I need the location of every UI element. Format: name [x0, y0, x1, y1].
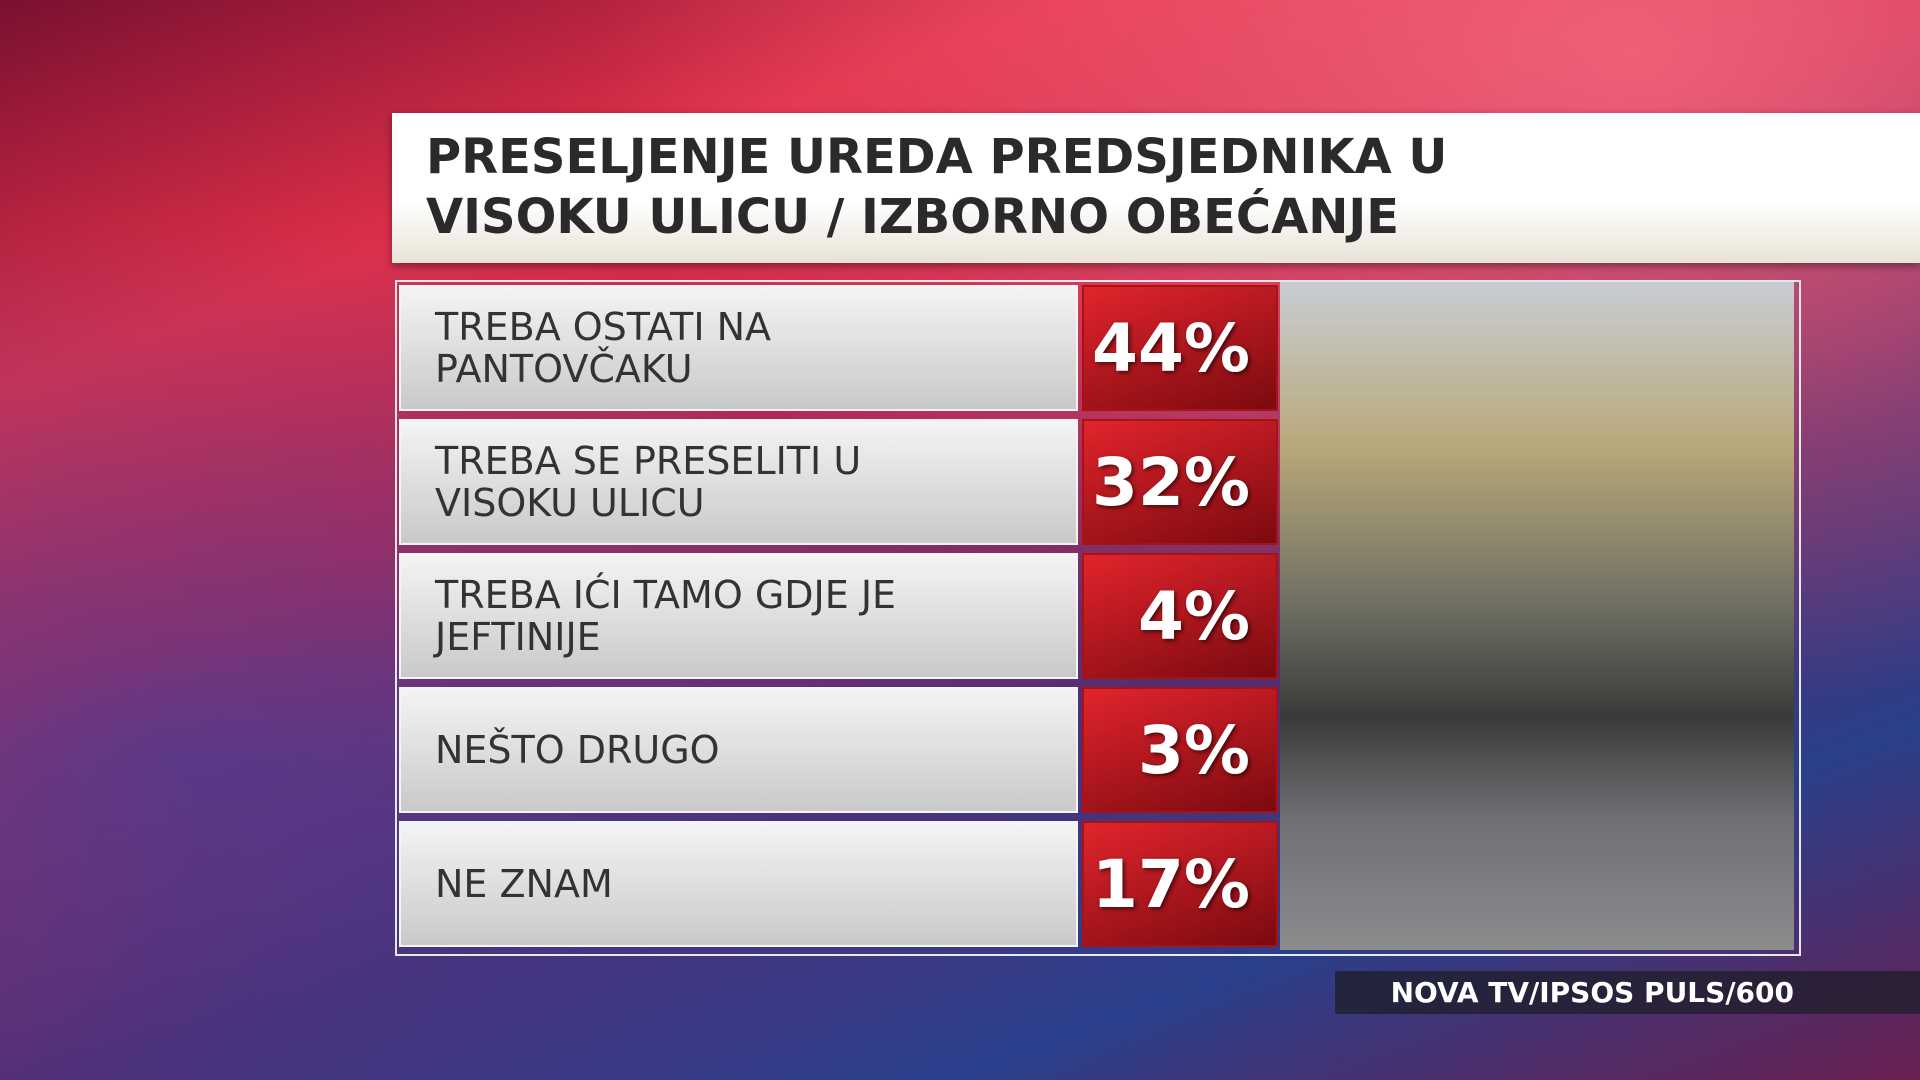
chart-title: PRESELJENJE UREDA PREDSJEDNIKA U VISOKU …: [426, 129, 1448, 245]
title-box: PRESELJENJE UREDA PREDSJEDNIKA U VISOKU …: [392, 113, 1920, 263]
value-label: 17%: [1082, 821, 1278, 947]
row-label: TREBA OSTATI NA PANTOVČAKU: [435, 305, 772, 391]
row-label-box: TREBA SE PRESELITI U VISOKU ULICU: [399, 419, 1078, 545]
row-label: NE ZNAM: [435, 862, 613, 906]
value-label: 32%: [1082, 419, 1278, 545]
source: NOVA TV/IPSOS PULS/600: [1390, 976, 1794, 1009]
value-label: 3%: [1082, 687, 1278, 813]
row-label-box: NEŠTO DRUGO: [399, 687, 1078, 813]
photo: [1280, 282, 1794, 950]
row-label: TREBA SE PRESELITI U VISOKU ULICU: [435, 439, 862, 525]
source-bar: [1335, 971, 1920, 1014]
row-label-box: TREBA IĆI TAMO GDJE JE JEFTINIJE: [399, 553, 1078, 679]
value-label: 4%: [1082, 553, 1278, 679]
row-label: TREBA IĆI TAMO GDJE JE JEFTINIJE: [435, 573, 897, 659]
row-label-box: TREBA OSTATI NA PANTOVČAKU: [399, 285, 1078, 411]
panel-frame: [395, 280, 1801, 956]
row-label-box: NE ZNAM: [399, 821, 1078, 947]
value-label: 44%: [1082, 285, 1278, 411]
row-label: NEŠTO DRUGO: [435, 728, 720, 772]
